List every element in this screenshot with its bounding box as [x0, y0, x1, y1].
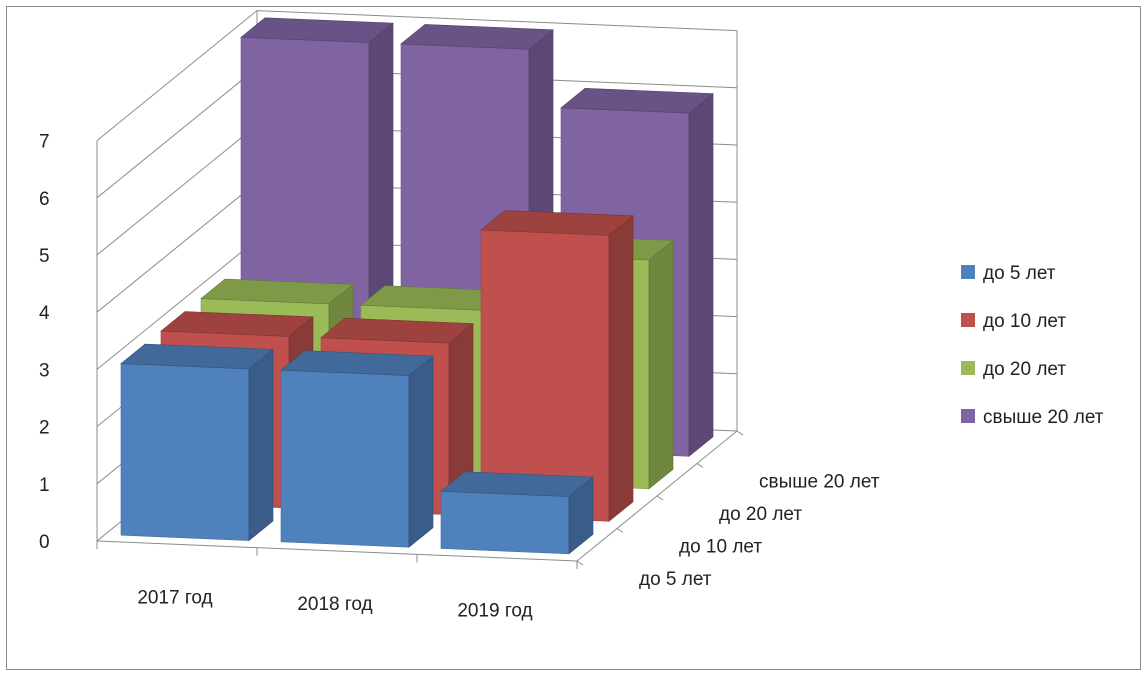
depth-tick-mark — [616, 528, 624, 533]
x-tick-label: 2018 год — [297, 594, 372, 615]
bar-top-face — [480, 210, 634, 236]
bar-top-face — [440, 471, 594, 497]
depth-tick-label: до 5 лет — [639, 569, 712, 590]
legend-swatch — [961, 313, 975, 327]
y-tick-label: 3 — [39, 360, 50, 381]
legend-swatch — [961, 409, 975, 423]
bar-top-face — [400, 24, 554, 50]
y-tick-label: 7 — [39, 132, 50, 153]
bar-до-5-лет-2019-год — [440, 471, 594, 555]
bar-side-face — [688, 92, 714, 457]
bar-front-face — [440, 490, 570, 555]
bar-side-face — [648, 239, 674, 490]
bar-до-10-лет-2019-год — [480, 210, 634, 522]
depth-tick-mark — [656, 495, 664, 501]
depth-tick-mark — [576, 560, 584, 566]
depth-tick-label: до 10 лет — [679, 536, 762, 557]
y-tick-label: 0 — [39, 532, 50, 553]
legend-label: до 5 лет — [983, 263, 1056, 284]
legend-swatch — [961, 265, 975, 279]
bar-top-face — [240, 17, 394, 43]
legend-label: до 20 лет — [983, 359, 1066, 380]
bar-side-face — [608, 215, 634, 522]
bar-front-face — [120, 363, 250, 541]
depth-tick-label: до 20 лет — [719, 504, 802, 525]
legend-label: свыше 20 лет — [983, 407, 1104, 428]
chart-axis-labels: 0 1 2 3 4 5 6 7 2017 год 2018 год 2019 год до 5 лет… — [39, 132, 880, 622]
chart-legend: до 5 лет до 10 лет до 20 лет свыше 20 лет — [961, 263, 1104, 428]
bar-top-face — [200, 278, 354, 305]
bar-до-5-лет-2017-год — [120, 343, 274, 542]
x-tick-label: 2017 год — [137, 587, 212, 608]
bar-front-face — [280, 369, 410, 548]
depth-tick-mark — [696, 463, 704, 468]
bar-side-face — [248, 348, 274, 542]
legend-label: до 10 лет — [983, 311, 1066, 332]
bar-top-face — [120, 343, 274, 370]
depth-tick-label: свыше 20 лет — [759, 471, 880, 492]
x-tick-label: 2019 год — [457, 601, 532, 622]
y-tick-label: 6 — [39, 189, 50, 210]
y-tick-label: 4 — [39, 303, 50, 324]
bar-до-5-лет-2018-год — [280, 350, 434, 548]
bar-top-face — [320, 317, 474, 344]
legend-swatch — [961, 361, 975, 375]
y-tick-label: 5 — [39, 246, 50, 267]
bar-side-face — [408, 355, 434, 548]
chart-bars — [120, 17, 714, 555]
bar-top-face — [560, 87, 714, 114]
bar-top-face — [160, 311, 314, 337]
y-tick-label: 2 — [39, 418, 50, 439]
x-axis-line — [96, 540, 578, 562]
bar-top-face — [280, 350, 434, 376]
y-tick-label: 1 — [39, 475, 50, 496]
depth-tick-mark — [736, 430, 744, 436]
